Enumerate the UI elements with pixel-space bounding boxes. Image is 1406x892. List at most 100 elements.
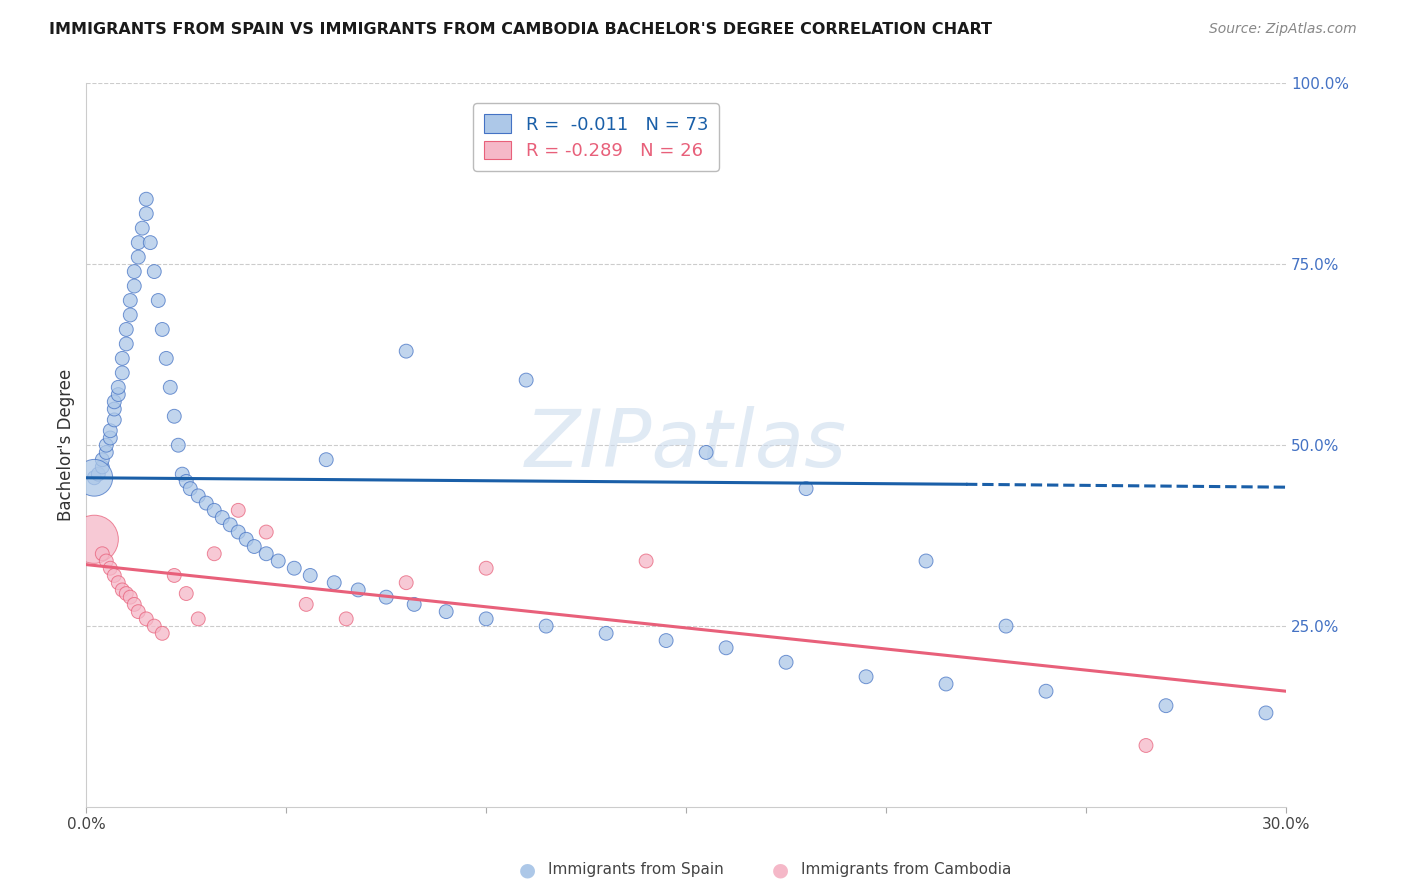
Point [1254,706,1277,720]
Point [179,482,201,496]
Point [107,575,129,590]
Point [595,626,617,640]
Point [150,322,173,336]
Point [347,582,370,597]
Point [299,568,322,582]
Point [103,394,125,409]
Point [315,452,337,467]
Point [127,235,149,250]
Text: Immigrants from Spain: Immigrants from Spain [548,863,724,877]
Point [254,547,277,561]
Point [131,221,153,235]
Point [111,351,134,366]
Point [295,598,318,612]
Text: Immigrants from Cambodia: Immigrants from Cambodia [801,863,1012,877]
Point [395,575,418,590]
Point [107,387,129,401]
Point [636,554,658,568]
Point [655,633,678,648]
Point [135,207,157,221]
Point [167,438,190,452]
Text: Source: ZipAtlas.com: Source: ZipAtlas.com [1209,22,1357,37]
Point [96,445,118,459]
Point [935,677,957,691]
Point [235,533,257,547]
Point [87,467,110,482]
Point [111,582,134,597]
Point [714,640,737,655]
Point [1035,684,1057,698]
Point [127,605,149,619]
Y-axis label: Bachelor's Degree: Bachelor's Degree [58,369,75,521]
Point [139,235,162,250]
Point [115,337,138,351]
Text: ZIPatlas: ZIPatlas [524,406,848,484]
Point [96,554,118,568]
Text: ●: ● [519,860,536,880]
Point [174,586,197,600]
Point [83,533,105,547]
Point [96,438,118,452]
Point [1154,698,1177,713]
Point [148,293,170,308]
Point [143,619,166,633]
Point [404,598,426,612]
Point [267,554,290,568]
Point [855,670,877,684]
Point [475,612,498,626]
Point [124,279,146,293]
Point [243,540,266,554]
Point [150,626,173,640]
Point [534,619,557,633]
Point [226,524,249,539]
Point [283,561,305,575]
Point [155,351,177,366]
Point [98,424,121,438]
Point [120,308,142,322]
Point [995,619,1018,633]
Point [120,293,142,308]
Point [211,510,233,524]
Point [915,554,938,568]
Point [91,459,114,474]
Point [124,264,146,278]
Point [83,471,105,485]
Point [335,612,357,626]
Point [91,547,114,561]
Point [174,475,197,489]
Point [103,568,125,582]
Point [103,402,125,417]
Point [127,250,149,264]
Point [395,344,418,359]
Point [226,503,249,517]
Point [91,452,114,467]
Point [475,561,498,575]
Point [98,431,121,445]
Point [135,612,157,626]
Point [195,496,218,510]
Point [124,598,146,612]
Point [120,590,142,604]
Legend: R =  -0.011   N = 73, R = -0.289   N = 26: R = -0.011 N = 73, R = -0.289 N = 26 [474,103,718,171]
Point [172,467,194,482]
Point [163,409,186,424]
Point [107,380,129,394]
Point [1135,739,1157,753]
Text: IMMIGRANTS FROM SPAIN VS IMMIGRANTS FROM CAMBODIA BACHELOR'S DEGREE CORRELATION : IMMIGRANTS FROM SPAIN VS IMMIGRANTS FROM… [49,22,993,37]
Point [434,605,457,619]
Point [775,655,797,669]
Point [103,413,125,427]
Point [163,568,186,582]
Point [143,264,166,278]
Point [515,373,537,387]
Point [135,192,157,206]
Point [323,575,346,590]
Point [187,489,209,503]
Point [98,561,121,575]
Point [695,445,717,459]
Point [159,380,181,394]
Point [794,482,817,496]
Text: ●: ● [772,860,789,880]
Point [115,322,138,336]
Point [219,517,242,532]
